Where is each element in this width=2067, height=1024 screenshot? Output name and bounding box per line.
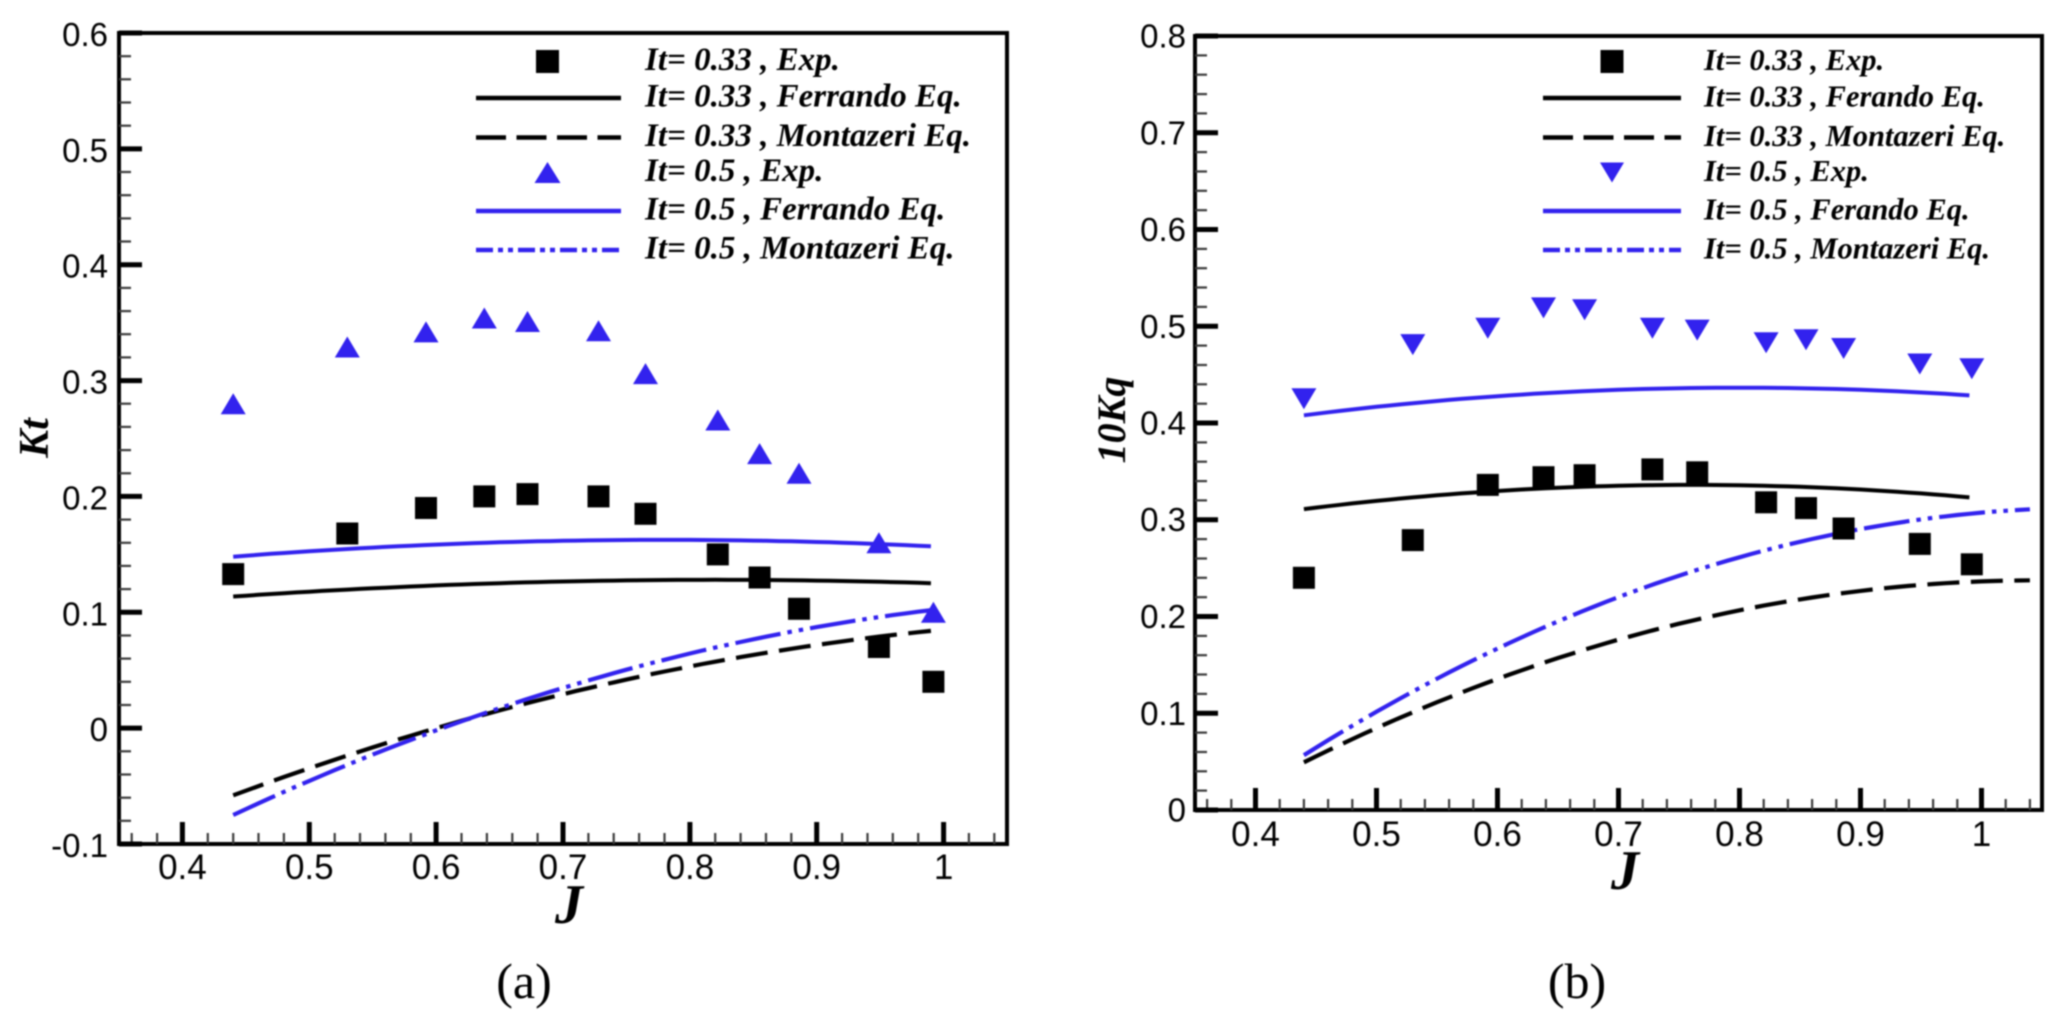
svg-text:0.3: 0.3	[62, 364, 108, 401]
svg-text:It= 0.33 , Exp.: It= 0.33 , Exp.	[1703, 43, 1884, 77]
svg-text:It= 0.33 , Exp.: It= 0.33 , Exp.	[644, 42, 840, 78]
svg-text:0.5: 0.5	[1140, 308, 1186, 345]
svg-text:It= 0.33 , Ferando Eq.: It= 0.33 , Ferando Eq.	[1703, 80, 1985, 114]
svg-text:It= 0.5 , Ferrando Eq.: It= 0.5 , Ferrando Eq.	[644, 192, 945, 228]
svg-text:It= 0.33 , Montazeri Eq.: It= 0.33 , Montazeri Eq.	[644, 118, 971, 154]
svg-text:It= 0.5 , Montazeri Eq.: It= 0.5 , Montazeri Eq.	[644, 231, 954, 267]
svg-text:(b): (b)	[1548, 953, 1606, 1009]
svg-text:0.8: 0.8	[1140, 18, 1186, 55]
svg-text:0.2: 0.2	[1140, 598, 1186, 635]
svg-text:0.9: 0.9	[792, 848, 841, 887]
svg-text:0.4: 0.4	[158, 848, 207, 887]
svg-text:It= 0.5 , Exp.: It= 0.5 , Exp.	[1703, 154, 1869, 188]
svg-text:0.4: 0.4	[1231, 815, 1280, 854]
svg-text:0.5: 0.5	[62, 132, 108, 169]
svg-text:0.5: 0.5	[1352, 815, 1401, 854]
svg-text:0.8: 0.8	[666, 848, 715, 887]
svg-text:0.7: 0.7	[1594, 815, 1643, 854]
svg-text:0.1: 0.1	[62, 595, 108, 632]
svg-text:J: J	[1610, 840, 1641, 902]
svg-text:0.8: 0.8	[1715, 815, 1764, 854]
svg-text:0.2: 0.2	[62, 479, 108, 516]
svg-text:J: J	[554, 874, 585, 936]
svg-text:1: 1	[934, 848, 953, 887]
svg-text:0.7: 0.7	[539, 848, 588, 887]
svg-text:0.6: 0.6	[1140, 211, 1186, 248]
svg-text:It= 0.5 , Montazeri Eq.: It= 0.5 , Montazeri Eq.	[1703, 232, 1990, 266]
svg-text:(a): (a)	[496, 953, 552, 1009]
svg-text:1: 1	[1972, 815, 1991, 854]
svg-text:0.4: 0.4	[62, 248, 108, 285]
svg-text:0: 0	[90, 711, 108, 748]
svg-text:0.4: 0.4	[1140, 405, 1186, 442]
svg-text:10Kq: 10Kq	[1089, 377, 1134, 464]
svg-text:It= 0.5 , Exp.: It= 0.5 , Exp.	[644, 153, 823, 189]
svg-text:It= 0.33 , Montazeri Eq.: It= 0.33 , Montazeri Eq.	[1703, 119, 2005, 153]
svg-text:0.6: 0.6	[412, 848, 461, 887]
svg-text:It= 0.5 , Ferando Eq.: It= 0.5 , Ferando Eq.	[1703, 193, 1970, 227]
svg-text:Kt: Kt	[12, 417, 58, 459]
svg-text:0: 0	[1168, 792, 1186, 829]
svg-text:0.6: 0.6	[62, 16, 108, 53]
svg-text:It= 0.33 , Ferrando Eq.: It= 0.33 , Ferrando Eq.	[644, 79, 962, 115]
svg-text:0.7: 0.7	[1140, 114, 1186, 151]
svg-text:-0.1: -0.1	[51, 827, 108, 864]
svg-text:0.1: 0.1	[1140, 695, 1186, 732]
svg-text:0.3: 0.3	[1140, 501, 1186, 538]
svg-text:0.5: 0.5	[285, 848, 334, 887]
svg-text:0.6: 0.6	[1473, 815, 1522, 854]
svg-text:0.9: 0.9	[1836, 815, 1885, 854]
